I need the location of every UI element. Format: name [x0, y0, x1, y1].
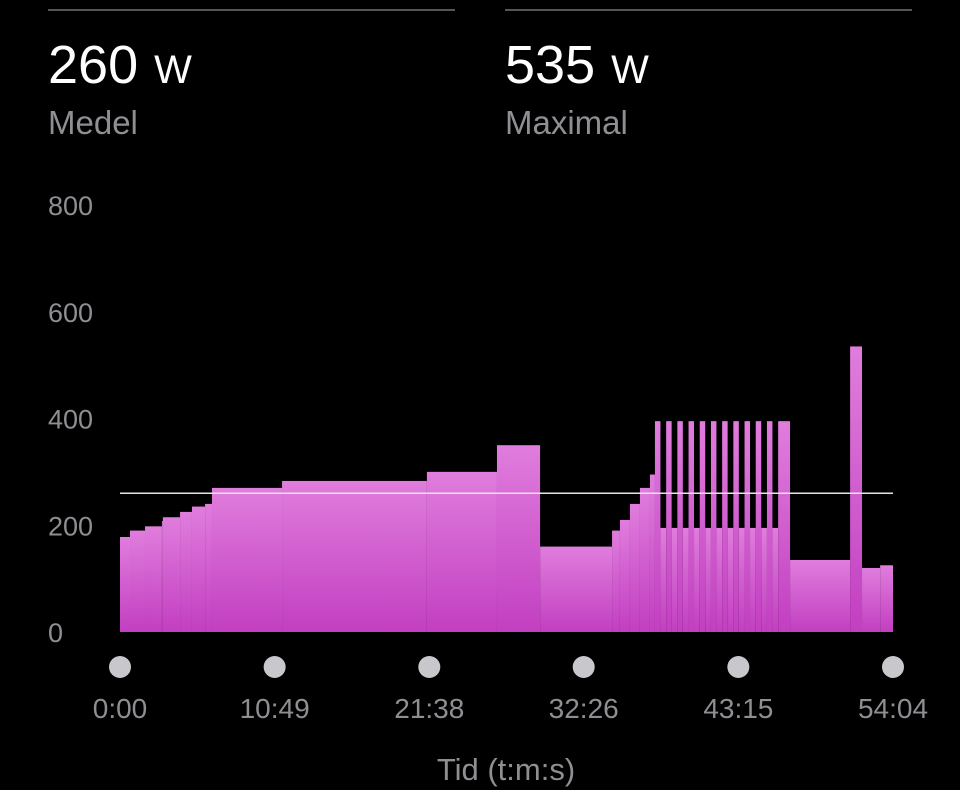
power-bar	[694, 527, 700, 632]
stat-value: 535 W	[505, 35, 649, 95]
power-bar	[180, 511, 192, 632]
power-bar	[120, 536, 131, 632]
power-bar	[778, 421, 791, 632]
y-tick-label: 600	[48, 298, 93, 328]
x-tick-dot	[263, 656, 286, 678]
power-bar	[716, 527, 723, 632]
x-tick-label: 54:04	[858, 693, 928, 724]
power-bar	[282, 480, 427, 632]
x-tick-dot	[882, 656, 904, 678]
power-bar	[850, 346, 863, 632]
x-tick-label: 21:38	[394, 693, 464, 724]
power-bar	[666, 421, 672, 632]
power-bar	[722, 421, 728, 632]
power-bar	[612, 530, 620, 632]
stat-unit: W	[154, 48, 192, 92]
power-bar	[790, 559, 851, 632]
y-tick-label: 0	[48, 618, 63, 648]
power-bar	[660, 527, 667, 632]
power-bar	[862, 567, 881, 632]
power-bar	[744, 421, 751, 632]
x-tick-dot	[727, 656, 750, 678]
power-bar	[682, 527, 689, 632]
x-tick-label: 43:15	[703, 693, 773, 724]
power-bar	[211, 487, 283, 632]
power-bar	[761, 527, 767, 632]
power-bar	[671, 527, 678, 632]
stat-value: 260 W	[48, 35, 192, 95]
x-tick-label: 0:00	[93, 693, 148, 724]
power-bar	[145, 526, 162, 632]
x-tick-dot	[109, 656, 131, 678]
x-tick-dot	[418, 656, 441, 678]
power-bar	[750, 527, 756, 632]
power-bar	[688, 421, 695, 632]
power-bar	[677, 421, 683, 632]
x-tick-dot	[572, 656, 595, 678]
power-bar	[130, 530, 146, 632]
stat-number: 260	[48, 35, 138, 95]
power-bar	[540, 546, 613, 632]
y-tick-label: 200	[48, 511, 93, 541]
stat-label: Medel	[48, 104, 138, 141]
power-bar	[772, 527, 779, 632]
y-tick-label: 400	[48, 405, 93, 435]
power-bar	[619, 519, 630, 632]
power-bar	[733, 421, 739, 632]
power-bar	[766, 421, 773, 632]
power-bar	[205, 503, 212, 632]
x-axis-label: Tid (t:m:s)	[437, 752, 575, 787]
power-bar	[699, 421, 706, 632]
power-bar	[705, 527, 711, 632]
power-bar	[496, 445, 541, 632]
y-tick-label: 800	[48, 191, 93, 221]
power-bar	[880, 565, 893, 632]
power-bar	[654, 421, 661, 632]
power-bar	[629, 503, 640, 632]
stat-number: 535	[505, 35, 595, 95]
power-bar	[639, 487, 650, 632]
stat-unit: W	[611, 48, 649, 92]
x-tick-label: 10:49	[240, 693, 310, 724]
power-bar	[710, 421, 717, 632]
power-bar	[162, 517, 181, 632]
stat-label: Maximal	[505, 104, 628, 141]
power-bar	[649, 474, 655, 632]
power-bar	[755, 421, 762, 632]
power-bar	[727, 527, 734, 632]
power-bar	[191, 506, 206, 632]
x-tick-label: 32:26	[549, 693, 619, 724]
power-bar	[161, 520, 163, 632]
power-bar	[738, 527, 745, 632]
power-bar	[426, 471, 497, 632]
